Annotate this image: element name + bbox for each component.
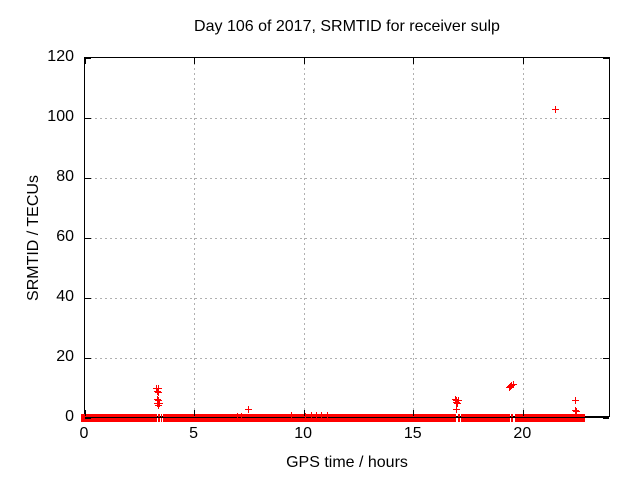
x-tick-top xyxy=(522,58,524,64)
baseline-segment xyxy=(163,414,457,422)
data-point xyxy=(452,405,460,413)
y-tick-left xyxy=(85,237,91,239)
data-point xyxy=(233,413,241,420)
y-gridline xyxy=(85,117,609,119)
x-tick-bottom xyxy=(413,410,415,416)
x-tick-label: 10 xyxy=(294,425,313,442)
data-point xyxy=(153,395,161,403)
data-point xyxy=(507,382,515,390)
baseline-segment xyxy=(511,414,514,422)
data-point xyxy=(454,397,462,405)
data-point xyxy=(238,413,246,420)
y-tick-label: 20 xyxy=(56,348,74,365)
y-tick-label: 120 xyxy=(47,48,74,65)
y-tick-label: 60 xyxy=(56,228,74,245)
baseline-segment xyxy=(460,414,511,422)
y-gridline xyxy=(85,357,609,359)
x-tick-label: 5 xyxy=(189,425,199,442)
y-tick-right xyxy=(603,417,609,419)
baseline-segment xyxy=(514,414,586,422)
y-tick-right xyxy=(603,57,609,59)
data-point xyxy=(552,106,560,114)
x-tick-label: 20 xyxy=(513,425,532,442)
data-point xyxy=(153,387,161,395)
x-tick-top xyxy=(194,58,196,64)
data-point xyxy=(454,399,462,407)
data-point xyxy=(244,405,252,413)
chart-title: Day 106 of 2017, SRMTID for receiver sul… xyxy=(194,18,500,35)
y-gridline xyxy=(85,297,609,299)
y-tick-label: 0 xyxy=(65,408,74,425)
data-point xyxy=(287,412,295,420)
data-point xyxy=(155,400,163,408)
data-point xyxy=(572,408,580,416)
y-tick-right xyxy=(603,357,609,359)
baseline-segment xyxy=(157,414,160,422)
y-tick-right xyxy=(603,177,609,179)
baseline-segment xyxy=(457,414,460,422)
y-tick-left xyxy=(85,417,91,419)
data-point xyxy=(154,385,162,393)
x-tick-bottom xyxy=(522,410,524,416)
data-point xyxy=(505,383,513,391)
y-gridline xyxy=(85,237,609,239)
data-point xyxy=(155,388,163,396)
y-tick-left xyxy=(85,117,91,119)
data-point xyxy=(571,396,579,404)
y-tick-label: 40 xyxy=(56,288,74,305)
data-point xyxy=(452,398,460,406)
y-tick-right xyxy=(603,237,609,239)
x-axis-label: GPS time / hours xyxy=(286,454,408,471)
x-tick-label: 0 xyxy=(79,425,89,442)
data-point xyxy=(154,399,162,407)
data-point xyxy=(301,412,309,420)
x-gridline xyxy=(413,58,415,416)
data-point xyxy=(507,381,515,389)
data-point xyxy=(154,401,162,409)
y-tick-right xyxy=(603,117,609,119)
x-tick-top xyxy=(84,58,86,64)
x-gridline xyxy=(303,58,305,416)
x-tick-top xyxy=(303,58,305,64)
data-point xyxy=(509,380,517,388)
baseline-segment xyxy=(81,414,157,422)
data-point xyxy=(308,411,316,419)
y-tick-left xyxy=(85,357,91,359)
x-tick-bottom xyxy=(84,410,86,416)
x-tick-top xyxy=(413,58,415,64)
y-tick-left xyxy=(85,57,91,59)
data-point xyxy=(155,396,163,404)
data-point xyxy=(318,411,326,419)
data-point xyxy=(323,412,331,420)
data-point xyxy=(452,395,460,403)
x-tick-bottom xyxy=(303,410,305,416)
data-point xyxy=(312,411,320,419)
y-tick-left xyxy=(85,177,91,179)
baseline-segment xyxy=(160,414,163,422)
x-tick-label: 15 xyxy=(403,425,422,442)
y-tick-left xyxy=(85,297,91,299)
x-gridline xyxy=(522,58,524,416)
y-tick-label: 100 xyxy=(47,108,74,125)
plot-area xyxy=(81,57,610,422)
x-tick-bottom xyxy=(194,410,196,416)
y-gridline xyxy=(85,177,609,179)
y-tick-right xyxy=(603,297,609,299)
x-gridline xyxy=(194,58,196,416)
x-axis-line xyxy=(85,417,609,418)
y-tick-label: 80 xyxy=(56,168,74,185)
